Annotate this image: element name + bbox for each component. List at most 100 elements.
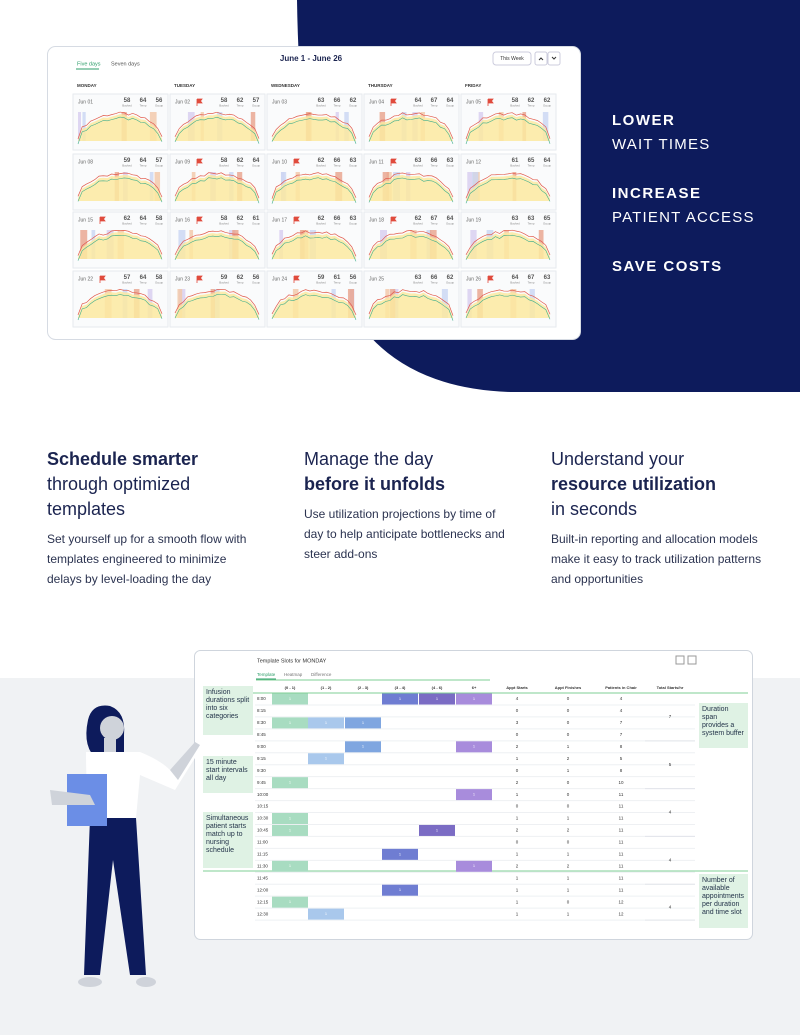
- table-value: 3: [516, 720, 519, 725]
- cell-metric: 62: [124, 216, 131, 222]
- annotation: Number of available appointments per dur…: [699, 874, 748, 928]
- chart-line: [465, 289, 551, 315]
- metric-label: Occup: [446, 281, 455, 285]
- neck: [104, 738, 116, 752]
- column-header: (2 - 3): [358, 685, 369, 690]
- table-tab[interactable]: Heatmap: [284, 672, 303, 677]
- flag-icon: [196, 158, 203, 166]
- table-value: 0: [567, 708, 570, 713]
- slot-label: 1: [399, 852, 401, 856]
- tagline-bold: SAVE COSTS: [612, 258, 723, 275]
- cell-date: Jun 26: [466, 276, 481, 282]
- cell-date: Jun 23: [175, 276, 190, 282]
- total-value: 4: [669, 858, 672, 863]
- slot-block: [272, 693, 308, 705]
- table-value: 7: [620, 732, 623, 737]
- metric-label: Temp: [237, 281, 244, 285]
- chart-line: [271, 235, 357, 262]
- chart-line: [465, 112, 551, 140]
- table-value: 2: [516, 828, 519, 833]
- cell-date: Jun 17: [272, 217, 287, 223]
- cell-metric: 64: [253, 158, 260, 164]
- cell-metric: 64: [415, 98, 422, 104]
- slot-label: 1: [473, 864, 475, 868]
- table-value: 0: [567, 780, 570, 785]
- slot-block: [382, 693, 418, 705]
- metric-label: Temp: [140, 104, 147, 108]
- slot-block: [456, 741, 492, 753]
- table-tab[interactable]: Difference: [311, 672, 332, 677]
- table-value: 8: [620, 768, 623, 773]
- cell-metric: 64: [140, 158, 147, 164]
- chart-line: [465, 234, 551, 261]
- chart-line: [465, 177, 551, 204]
- shoe: [78, 977, 102, 987]
- day-header: THURSDAY: [368, 83, 393, 88]
- slot-label: 1: [436, 828, 438, 832]
- dashboard-title: June 1 - June 26: [280, 54, 343, 63]
- slot-block: [382, 848, 418, 860]
- cell-date: Jun 16: [175, 217, 190, 223]
- table-value: 1: [516, 911, 519, 916]
- column-header: Total Starts/hr: [657, 685, 684, 690]
- table-value: 1: [567, 852, 570, 857]
- cell-metric: 59: [318, 275, 325, 281]
- flag-icon: [293, 158, 300, 166]
- cell-metric: 67: [431, 216, 438, 222]
- slot-label: 1: [473, 745, 475, 749]
- slot-label: 1: [473, 793, 475, 797]
- table-value: 0: [516, 768, 519, 773]
- slot-label: 1: [362, 721, 364, 725]
- day-header: FRIDAY: [465, 83, 481, 88]
- metric-label: Booked: [510, 222, 520, 226]
- slot-block: [272, 813, 308, 824]
- flag-icon: [196, 98, 203, 106]
- tab[interactable]: Seven days: [111, 61, 140, 67]
- tab[interactable]: Five days: [77, 61, 101, 67]
- tagline-text: WAIT TIMES: [612, 136, 711, 153]
- cell-metric: 62: [318, 216, 325, 222]
- column-header: (0 - 1): [285, 685, 296, 690]
- cell-metric: 56: [253, 275, 260, 281]
- pants: [84, 818, 146, 975]
- table-value: 2: [567, 756, 570, 761]
- cell-metric: 66: [431, 275, 438, 281]
- icon-button[interactable]: [675, 655, 685, 665]
- slot-label: 1: [289, 781, 291, 785]
- flag-icon: [196, 216, 203, 224]
- metric-label: Temp: [334, 222, 341, 226]
- cell-metric: 62: [350, 98, 357, 104]
- cell-metric: 61: [512, 158, 519, 164]
- slot-block: [456, 693, 492, 705]
- metric-label: Temp: [140, 222, 147, 226]
- time-label: 10:45: [257, 828, 269, 833]
- flag-icon: [293, 216, 300, 224]
- table-value: 0: [567, 792, 570, 797]
- cell-date: Jun 04: [369, 99, 384, 105]
- button[interactable]: [492, 51, 532, 66]
- metric-label: Temp: [431, 104, 438, 108]
- table-value: 1: [567, 875, 570, 880]
- chart-area: [466, 114, 550, 141]
- table-value: 12: [618, 899, 624, 904]
- cell-metric: 63: [447, 158, 454, 164]
- metric-label: Temp: [237, 222, 244, 226]
- feature-heading: through optimized: [47, 474, 191, 494]
- chart-area: [78, 114, 162, 141]
- time-label: 8:45: [257, 732, 266, 737]
- cell-metric: 63: [318, 98, 325, 104]
- table-value: 4: [620, 708, 623, 713]
- metric-label: Temp: [528, 164, 535, 168]
- cell-metric: 64: [447, 216, 454, 222]
- chart-area: [466, 232, 550, 259]
- slot-label: 1: [362, 745, 364, 749]
- table-tab[interactable]: Template: [257, 672, 276, 677]
- table-value: 2: [567, 863, 570, 868]
- slot-label: 1: [289, 721, 291, 725]
- chart-area: [466, 175, 550, 201]
- chart-stripe: [467, 289, 472, 318]
- cell-metric: 58: [156, 275, 163, 281]
- cell-metric: 57: [253, 98, 260, 104]
- icon-button[interactable]: [687, 655, 697, 665]
- chart-stripe: [472, 172, 479, 201]
